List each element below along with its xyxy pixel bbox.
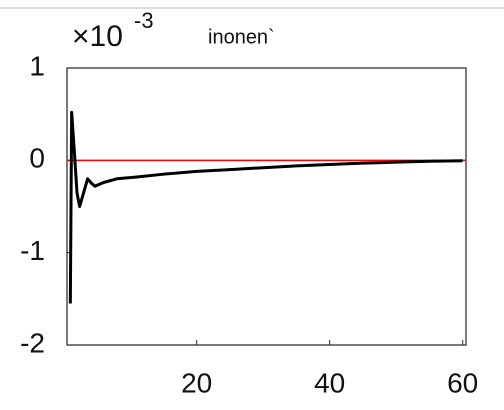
chart-title: inonen` xyxy=(208,26,275,48)
x-tick-label: 20 xyxy=(181,367,212,398)
y-tick-label: 0 xyxy=(29,143,45,174)
y-multiplier: ×10 xyxy=(72,20,123,53)
data-line xyxy=(68,110,463,304)
y-tick-label: -2 xyxy=(20,327,45,358)
x-tick-label: 60 xyxy=(447,367,478,398)
y-tick-label: -1 xyxy=(20,235,45,266)
y-tick-label: 1 xyxy=(29,50,45,81)
y-multiplier-exponent: -3 xyxy=(134,8,154,33)
x-tick-label: 40 xyxy=(314,367,345,398)
plot-area xyxy=(66,67,467,346)
